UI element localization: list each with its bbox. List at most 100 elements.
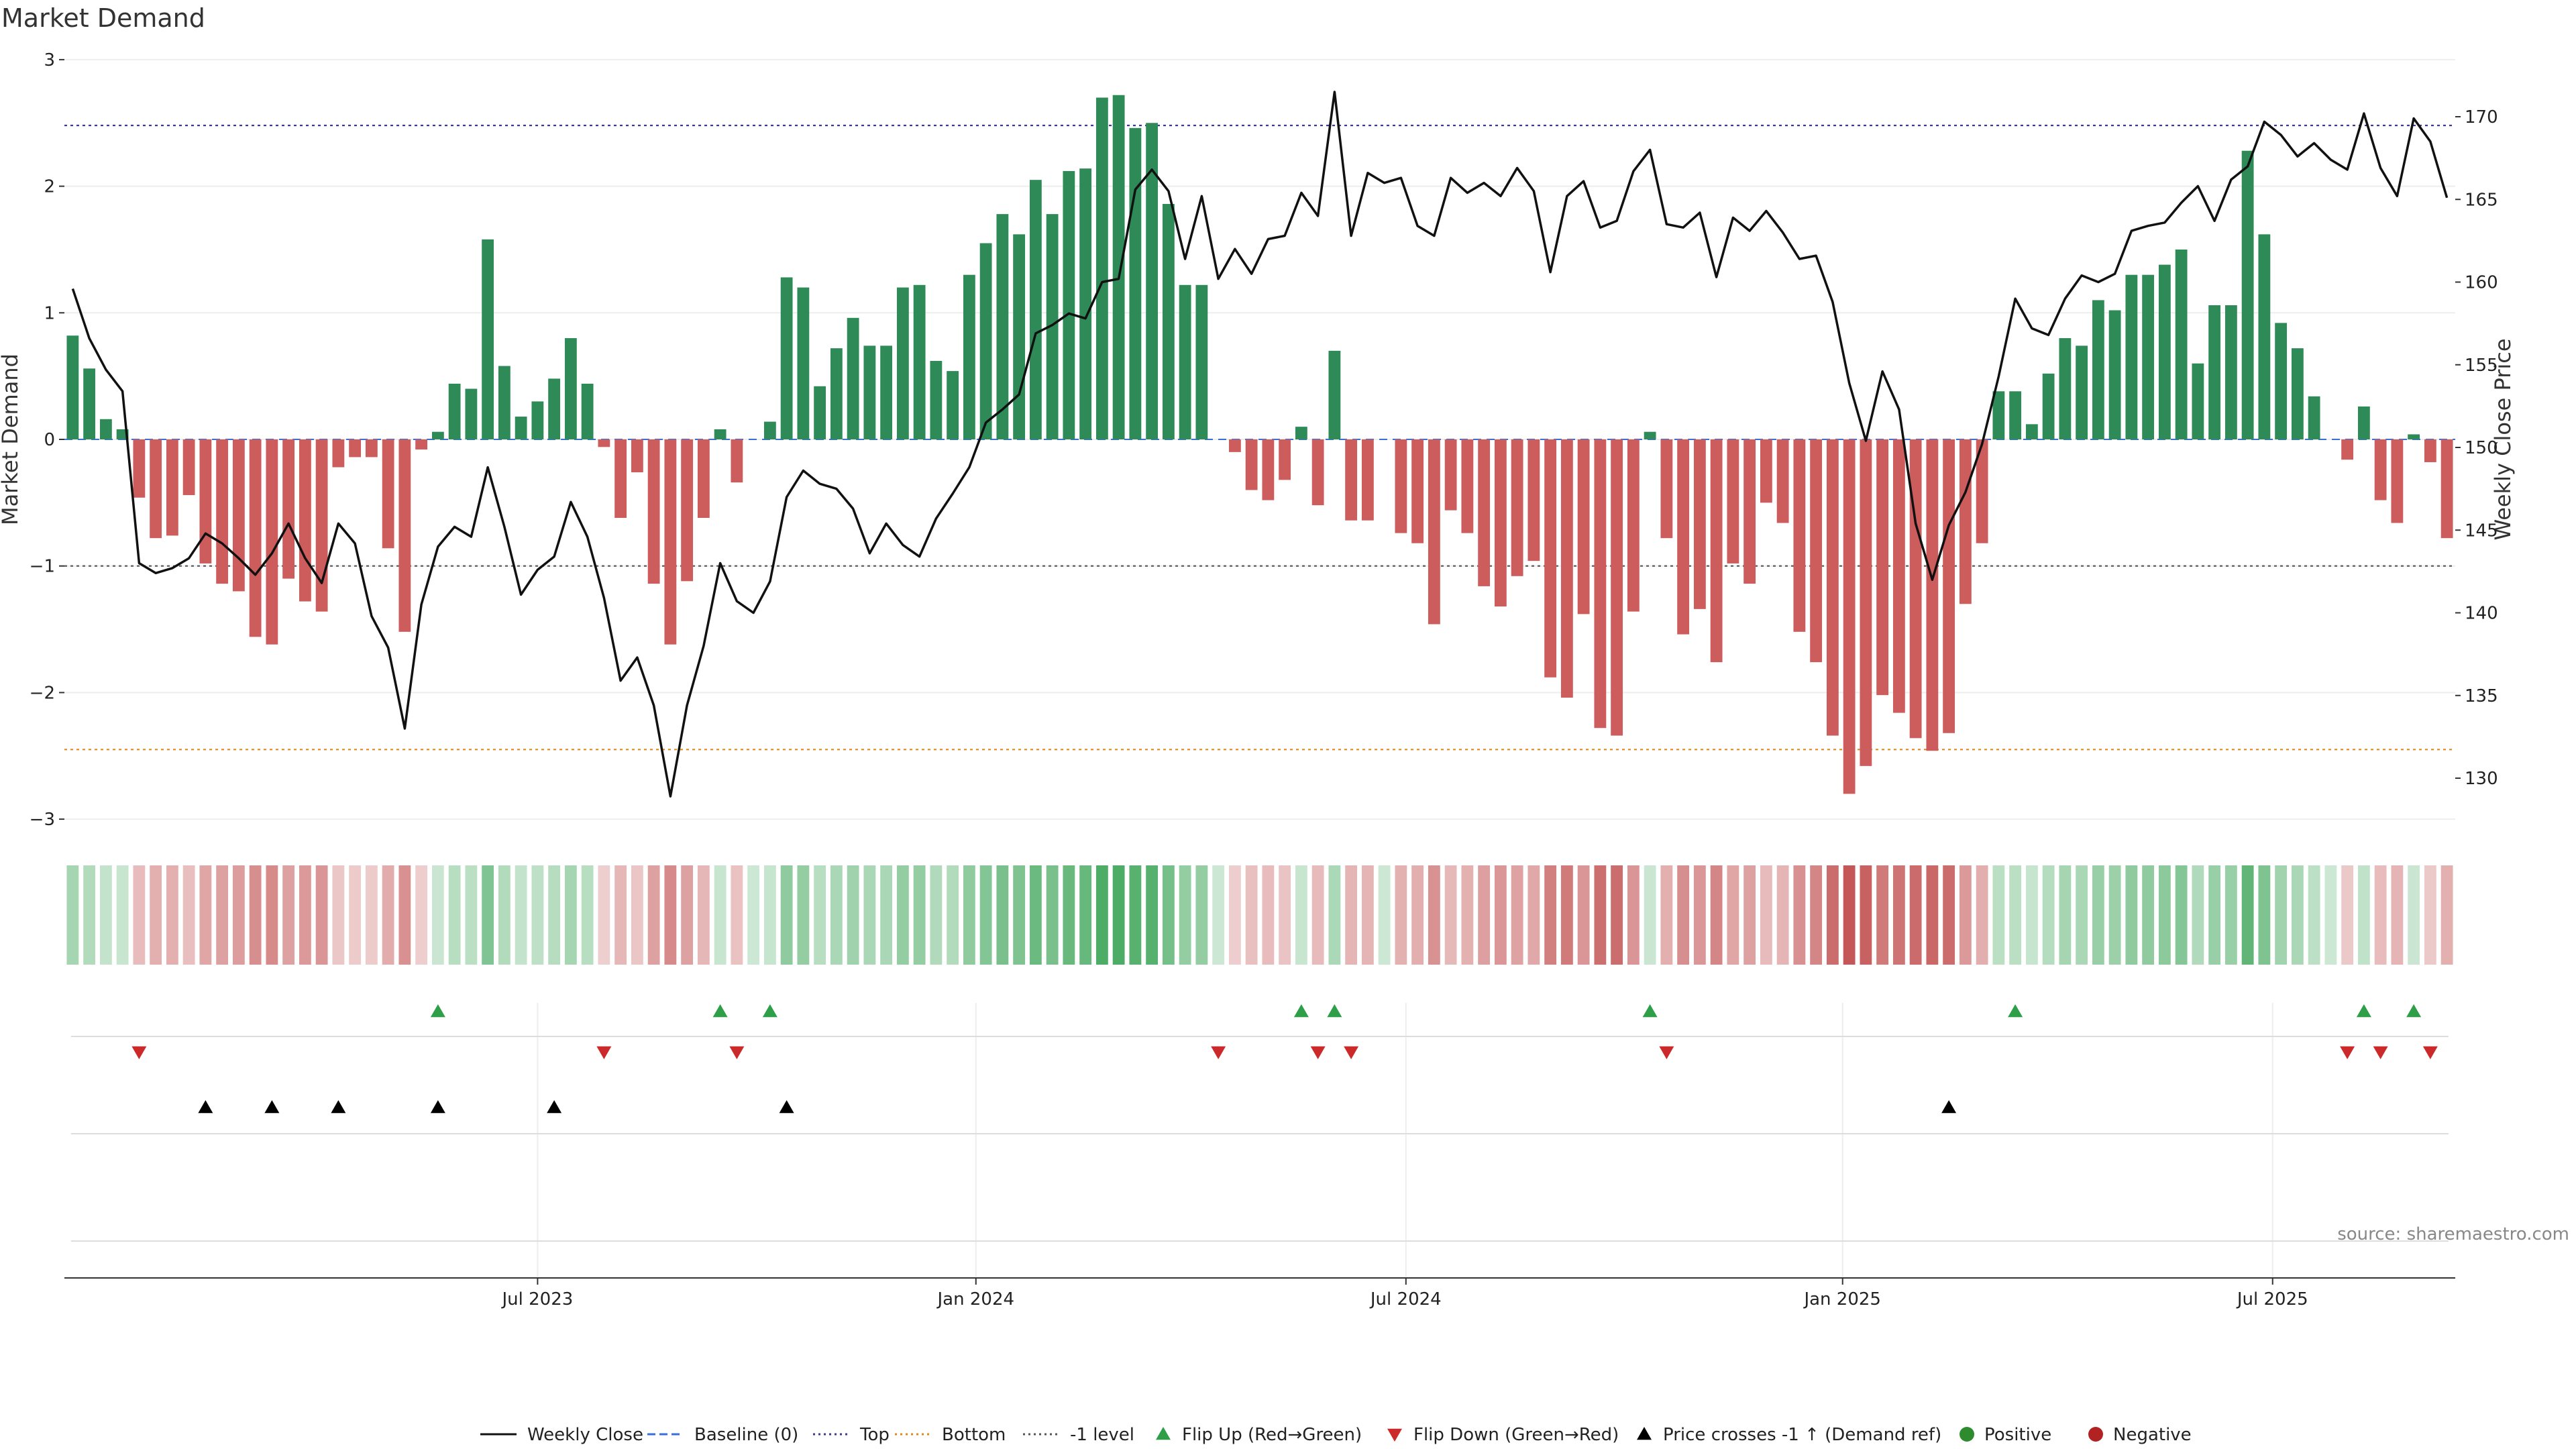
heat-cell — [2059, 865, 2072, 965]
negative-bar — [1361, 439, 1374, 521]
negative-bar — [1345, 439, 1358, 521]
heat-cell — [1428, 865, 1440, 965]
positive-bar — [1644, 431, 1656, 439]
y2-tick-label: 155 — [2465, 356, 2498, 376]
heat-cell — [531, 865, 544, 965]
negative-bar — [1411, 439, 1424, 543]
legend-price-crosses-1-demand-ref-swatch — [1637, 1427, 1652, 1440]
heat-cell — [1361, 865, 1374, 965]
heat-cell — [1710, 865, 1723, 965]
heat-cell — [1095, 865, 1108, 965]
heat-cell — [963, 865, 975, 965]
heat-cell — [365, 865, 378, 965]
heat-cell — [1926, 865, 1939, 965]
heat-cell — [1611, 865, 1623, 965]
heat-cell — [681, 865, 694, 965]
positive-bar — [498, 366, 511, 439]
heat-cell — [1013, 865, 1026, 965]
heat-cell — [1876, 865, 1889, 965]
flip-down-marker — [2373, 1046, 2388, 1059]
flip-down-marker — [729, 1046, 745, 1059]
heat-cell — [1677, 865, 1690, 965]
heat-cell — [150, 865, 162, 965]
negative-bar — [664, 439, 677, 645]
heat-cell — [863, 865, 876, 965]
negative-bar — [1892, 439, 1905, 713]
y-tick-label: −3 — [30, 810, 55, 830]
heat-cell — [797, 865, 810, 965]
negative-bar — [1428, 439, 1440, 625]
heat-cell — [2009, 865, 2022, 965]
flip-down-marker — [1310, 1046, 1326, 1059]
cross-up-marker — [779, 1100, 794, 1114]
heat-cell — [1660, 865, 1673, 965]
heat-cell — [448, 865, 461, 965]
negative-bar — [2424, 439, 2436, 462]
heat-cell — [1245, 865, 1258, 965]
positive-bar — [2208, 305, 2221, 439]
legend-flip-up-red-green-swatch — [1156, 1427, 1171, 1440]
heat-cell — [315, 865, 328, 965]
heat-cell — [664, 865, 677, 965]
heat-cell — [1843, 865, 1856, 965]
heat-cell — [1909, 865, 1922, 965]
heat-cell — [1959, 865, 1972, 965]
positive-bar — [564, 338, 577, 439]
legend-weekly-close-label: Weekly Close — [527, 1425, 643, 1445]
heat-cell — [232, 865, 245, 965]
heat-cell — [1943, 865, 1955, 965]
negative-bar — [332, 439, 345, 468]
heat-cell — [1743, 865, 1756, 965]
heat-cell — [1162, 865, 1175, 965]
negative-bar — [1311, 439, 1324, 506]
negative-bar — [1494, 439, 1507, 607]
positive-bar — [2224, 305, 2237, 439]
heat-cell — [1063, 865, 1075, 965]
positive-bar — [896, 287, 909, 439]
negative-bar — [2341, 439, 2354, 460]
positive-bar — [830, 348, 843, 439]
heat-cell — [515, 865, 527, 965]
positive-bar — [863, 345, 876, 439]
heat-cell — [2391, 865, 2404, 965]
heat-cell — [1860, 865, 1872, 965]
flip-down-marker — [1344, 1046, 1359, 1059]
heat-cell — [830, 865, 843, 965]
heat-cell — [116, 865, 129, 965]
positive-bar — [2142, 274, 2155, 439]
gridlines — [64, 58, 2455, 1278]
heat-cell — [2408, 865, 2420, 965]
negative-bar — [398, 439, 411, 632]
reference-lines — [64, 124, 2455, 751]
positive-bar — [1295, 427, 1307, 439]
y2-tick-label: 145 — [2465, 521, 2498, 541]
flip-up-marker — [1293, 1004, 1309, 1018]
negative-bar — [1511, 439, 1523, 576]
positive-bar — [2241, 150, 2254, 439]
heat-cell — [1228, 865, 1241, 965]
heat-cell — [1826, 865, 1839, 965]
positive-bar — [2092, 300, 2104, 439]
heat-cell — [1079, 865, 1092, 965]
y2-tick-label: 135 — [2465, 686, 2498, 706]
heat-cell — [979, 865, 992, 965]
heat-cell — [880, 865, 893, 965]
heat-cell — [2025, 865, 2038, 965]
heat-cell — [2108, 865, 2121, 965]
negative-bar — [681, 439, 694, 582]
negative-bar — [697, 439, 710, 518]
negative-bar — [199, 439, 212, 564]
positive-bar — [1328, 350, 1341, 439]
negative-bar — [1926, 439, 1939, 751]
heat-cell — [2275, 865, 2288, 965]
flip-up-marker — [2406, 1004, 2422, 1018]
negative-bar — [1959, 439, 1972, 604]
negative-bar — [1976, 439, 1988, 543]
negative-bar — [365, 439, 378, 458]
legend-top-label: Top — [859, 1425, 890, 1445]
heat-cell — [631, 865, 643, 965]
negative-bar — [1710, 439, 1723, 663]
positive-bar — [2042, 373, 2055, 439]
negative-bar — [1943, 439, 1955, 733]
flip-up-marker — [2008, 1004, 2023, 1018]
